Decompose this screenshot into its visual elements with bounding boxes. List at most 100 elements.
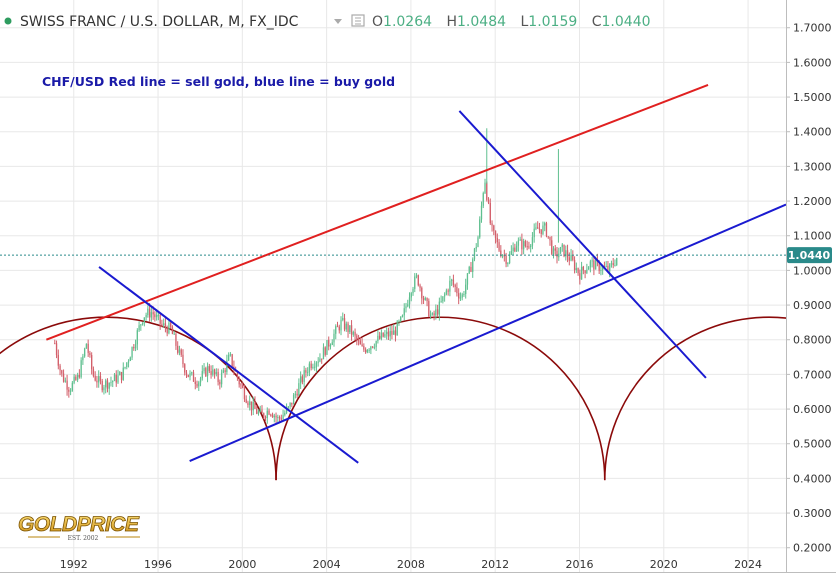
candle-body (531, 237, 534, 246)
candle-body (508, 254, 511, 264)
candle-body (224, 370, 226, 372)
price-axis[interactable]: 0.2000 0.3000 0.4000 0.5000 0.6000 0.7000 0.80… (786, 22, 832, 555)
candle-body (294, 393, 297, 396)
candle-body (407, 304, 409, 307)
candle-body (101, 380, 103, 391)
vertical-gridlines (73, 0, 749, 572)
candle-body (482, 193, 484, 206)
candle-body (561, 244, 563, 248)
candle-body (598, 261, 600, 271)
open-label: O (372, 14, 383, 30)
candle-body (491, 223, 493, 226)
candle-body (480, 205, 483, 220)
candle-body (303, 370, 305, 382)
candle-body (110, 382, 112, 384)
y-tick-label: 1.7000 (793, 22, 832, 35)
candle-body (273, 415, 275, 418)
candle-body (285, 407, 288, 413)
y-tick-label: 1.4000 (793, 126, 832, 139)
x-tick-label: 2012 (481, 558, 509, 571)
candle-body (210, 371, 212, 375)
candle-body (577, 268, 579, 274)
candle-body (317, 361, 319, 363)
candle-body (563, 244, 565, 257)
candle-body (277, 416, 279, 418)
candle-body (291, 402, 293, 405)
goldprice-logo: GOLDPRICE EST. 2002 (18, 513, 141, 542)
candle-body (494, 230, 497, 238)
candle-body (243, 387, 246, 400)
candle-body (378, 335, 381, 339)
x-tick-label: 2024 (734, 558, 762, 571)
candle-body (315, 362, 318, 367)
candle-body (549, 236, 551, 241)
candle-body (565, 250, 567, 257)
x-tick-label: 1992 (60, 558, 88, 571)
candle-body (64, 380, 66, 382)
candle-body (236, 371, 239, 378)
candle-body (456, 286, 458, 294)
candle-body (76, 374, 79, 380)
candle-body (524, 241, 527, 247)
candle-body (512, 247, 514, 252)
candle-body (419, 285, 421, 288)
candle-body (347, 323, 349, 333)
candle-body (108, 382, 110, 389)
candle-body (292, 395, 295, 405)
candle-body (461, 294, 463, 298)
candle-body (473, 248, 476, 260)
candle-body (517, 240, 520, 246)
candle-body (208, 366, 210, 372)
candle-body (215, 372, 218, 375)
candle-body (159, 314, 161, 324)
candle-body (607, 265, 609, 272)
candle-body (192, 372, 195, 382)
candle-body (177, 345, 179, 353)
candle-body (280, 418, 282, 420)
candle-body (364, 349, 367, 353)
symbol-title[interactable]: SWISS FRANC / U.S. DOLLAR, M, FX_IDC (20, 14, 299, 30)
candle-body (343, 318, 346, 330)
candle-body (428, 301, 430, 317)
low-value: 1.0159 (528, 14, 577, 30)
candle-body (55, 343, 58, 355)
candle-body (515, 245, 518, 252)
candle-body (556, 250, 558, 258)
candle-body (299, 376, 302, 384)
candle-body (463, 294, 465, 296)
candle-body (271, 414, 274, 418)
cycle-arcs (0, 316, 786, 481)
candle-body (249, 401, 251, 406)
candle-body (122, 367, 124, 380)
candle-body (433, 313, 435, 316)
time-axis[interactable]: 1992 1996 2000 2004 2008 2012 2016 2020 2024 (60, 558, 762, 571)
symbol-dropdown-icon[interactable] (334, 19, 342, 24)
candle-body (551, 240, 553, 254)
candle-body (533, 228, 535, 238)
candle-body (270, 414, 272, 416)
candle-body (544, 223, 546, 226)
candle-body (231, 354, 233, 367)
candle-body (196, 384, 198, 387)
candle-body (366, 350, 369, 353)
candle-body (375, 340, 377, 348)
candle-body (436, 309, 439, 315)
candle-body (552, 248, 555, 254)
candle-body (352, 331, 354, 335)
y-tick-label: 0.3000 (793, 507, 832, 520)
candle-body (321, 358, 323, 360)
candle-body (559, 247, 562, 254)
candle-body (259, 409, 261, 412)
candle-body (175, 333, 177, 346)
candle-body (535, 227, 537, 229)
candle-body (393, 330, 395, 335)
candle-body (306, 372, 309, 374)
candle-body (324, 347, 326, 355)
candle-body (141, 322, 144, 325)
ohlc-icon (351, 14, 365, 27)
candle-body (278, 416, 281, 419)
candle-body (310, 363, 312, 369)
candle-body (510, 251, 513, 255)
candle-body (408, 297, 411, 305)
